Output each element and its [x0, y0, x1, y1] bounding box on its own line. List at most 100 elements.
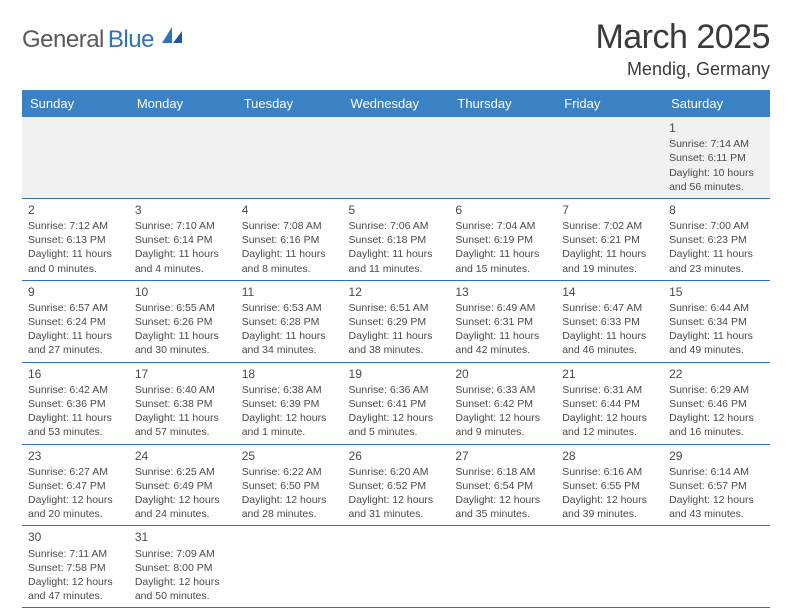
- day-number: 12: [349, 284, 444, 300]
- sunrise-text: Sunrise: 7:00 AM: [669, 219, 764, 233]
- logo: GeneralBlue: [22, 26, 184, 54]
- calendar-day-cell: 21Sunrise: 6:31 AMSunset: 6:44 PMDayligh…: [556, 362, 663, 444]
- calendar-day-cell: 17Sunrise: 6:40 AMSunset: 6:38 PMDayligh…: [129, 362, 236, 444]
- day-number: 4: [242, 202, 337, 218]
- daylight-text: Daylight: 11 hours and 42 minutes.: [455, 329, 550, 357]
- sunrise-text: Sunrise: 6:38 AM: [242, 383, 337, 397]
- logo-text-general: General: [22, 26, 104, 54]
- day-number: 16: [28, 366, 123, 382]
- sunset-text: Sunset: 6:52 PM: [349, 479, 444, 493]
- calendar-week-row: 23Sunrise: 6:27 AMSunset: 6:47 PMDayligh…: [22, 444, 770, 526]
- calendar-day-cell: 9Sunrise: 6:57 AMSunset: 6:24 PMDaylight…: [22, 280, 129, 362]
- daylight-text: Daylight: 12 hours and 20 minutes.: [28, 493, 123, 521]
- calendar-day-cell: [449, 526, 556, 608]
- daylight-text: Daylight: 12 hours and 31 minutes.: [349, 493, 444, 521]
- calendar-day-cell: [556, 526, 663, 608]
- calendar-table: Sunday Monday Tuesday Wednesday Thursday…: [22, 90, 770, 608]
- sunset-text: Sunset: 6:13 PM: [28, 233, 123, 247]
- day-number: 21: [562, 366, 657, 382]
- sunset-text: Sunset: 6:19 PM: [455, 233, 550, 247]
- daylight-text: Daylight: 11 hours and 8 minutes.: [242, 247, 337, 275]
- calendar-day-cell: 22Sunrise: 6:29 AMSunset: 6:46 PMDayligh…: [663, 362, 770, 444]
- weekday-header-row: Sunday Monday Tuesday Wednesday Thursday…: [22, 90, 770, 117]
- calendar-day-cell: 26Sunrise: 6:20 AMSunset: 6:52 PMDayligh…: [343, 444, 450, 526]
- sunrise-text: Sunrise: 7:11 AM: [28, 547, 123, 561]
- day-number: 24: [135, 448, 230, 464]
- sunset-text: Sunset: 6:55 PM: [562, 479, 657, 493]
- daylight-text: Daylight: 12 hours and 24 minutes.: [135, 493, 230, 521]
- calendar-day-cell: 14Sunrise: 6:47 AMSunset: 6:33 PMDayligh…: [556, 280, 663, 362]
- calendar-day-cell: 3Sunrise: 7:10 AMSunset: 6:14 PMDaylight…: [129, 198, 236, 280]
- day-number: 20: [455, 366, 550, 382]
- daylight-text: Daylight: 11 hours and 57 minutes.: [135, 411, 230, 439]
- sunrise-text: Sunrise: 6:40 AM: [135, 383, 230, 397]
- day-number: 26: [349, 448, 444, 464]
- weekday-header: Tuesday: [236, 90, 343, 117]
- daylight-text: Daylight: 11 hours and 53 minutes.: [28, 411, 123, 439]
- day-number: 14: [562, 284, 657, 300]
- sunrise-text: Sunrise: 7:10 AM: [135, 219, 230, 233]
- sunset-text: Sunset: 6:11 PM: [669, 151, 764, 165]
- day-number: 31: [135, 529, 230, 545]
- calendar-day-cell: 28Sunrise: 6:16 AMSunset: 6:55 PMDayligh…: [556, 444, 663, 526]
- sunset-text: Sunset: 6:50 PM: [242, 479, 337, 493]
- sunset-text: Sunset: 6:41 PM: [349, 397, 444, 411]
- day-number: 10: [135, 284, 230, 300]
- sunset-text: Sunset: 6:44 PM: [562, 397, 657, 411]
- weekday-header: Thursday: [449, 90, 556, 117]
- day-number: 28: [562, 448, 657, 464]
- day-number: 6: [455, 202, 550, 218]
- day-number: 25: [242, 448, 337, 464]
- daylight-text: Daylight: 11 hours and 0 minutes.: [28, 247, 123, 275]
- daylight-text: Daylight: 11 hours and 11 minutes.: [349, 247, 444, 275]
- calendar-day-cell: [343, 117, 450, 198]
- calendar-day-cell: 10Sunrise: 6:55 AMSunset: 6:26 PMDayligh…: [129, 280, 236, 362]
- day-number: 1: [669, 120, 764, 136]
- calendar-day-cell: 19Sunrise: 6:36 AMSunset: 6:41 PMDayligh…: [343, 362, 450, 444]
- calendar-week-row: 16Sunrise: 6:42 AMSunset: 6:36 PMDayligh…: [22, 362, 770, 444]
- sunrise-text: Sunrise: 6:20 AM: [349, 465, 444, 479]
- daylight-text: Daylight: 11 hours and 30 minutes.: [135, 329, 230, 357]
- sunrise-text: Sunrise: 7:06 AM: [349, 219, 444, 233]
- logo-sail-icon: [160, 25, 184, 45]
- sunset-text: Sunset: 6:24 PM: [28, 315, 123, 329]
- location: Mendig, Germany: [595, 59, 770, 80]
- calendar-week-row: 9Sunrise: 6:57 AMSunset: 6:24 PMDaylight…: [22, 280, 770, 362]
- calendar-day-cell: [556, 117, 663, 198]
- calendar-page: GeneralBlue March 2025 Mendig, Germany S…: [0, 0, 792, 612]
- calendar-week-row: 1Sunrise: 7:14 AMSunset: 6:11 PMDaylight…: [22, 117, 770, 198]
- calendar-day-cell: [22, 117, 129, 198]
- calendar-day-cell: 18Sunrise: 6:38 AMSunset: 6:39 PMDayligh…: [236, 362, 343, 444]
- day-number: 17: [135, 366, 230, 382]
- sunset-text: Sunset: 8:00 PM: [135, 561, 230, 575]
- calendar-day-cell: 31Sunrise: 7:09 AMSunset: 8:00 PMDayligh…: [129, 526, 236, 608]
- daylight-text: Daylight: 12 hours and 1 minute.: [242, 411, 337, 439]
- day-number: 29: [669, 448, 764, 464]
- calendar-day-cell: 8Sunrise: 7:00 AMSunset: 6:23 PMDaylight…: [663, 198, 770, 280]
- calendar-day-cell: [129, 117, 236, 198]
- calendar-day-cell: 1Sunrise: 7:14 AMSunset: 6:11 PMDaylight…: [663, 117, 770, 198]
- sunset-text: Sunset: 6:42 PM: [455, 397, 550, 411]
- day-number: 9: [28, 284, 123, 300]
- sunrise-text: Sunrise: 6:42 AM: [28, 383, 123, 397]
- sunset-text: Sunset: 6:47 PM: [28, 479, 123, 493]
- sunset-text: Sunset: 6:31 PM: [455, 315, 550, 329]
- sunrise-text: Sunrise: 6:53 AM: [242, 301, 337, 315]
- daylight-text: Daylight: 12 hours and 39 minutes.: [562, 493, 657, 521]
- day-number: 18: [242, 366, 337, 382]
- header: GeneralBlue March 2025 Mendig, Germany: [22, 18, 770, 80]
- sunset-text: Sunset: 6:36 PM: [28, 397, 123, 411]
- sunrise-text: Sunrise: 6:44 AM: [669, 301, 764, 315]
- sunset-text: Sunset: 7:58 PM: [28, 561, 123, 575]
- calendar-day-cell: 30Sunrise: 7:11 AMSunset: 7:58 PMDayligh…: [22, 526, 129, 608]
- calendar-day-cell: 13Sunrise: 6:49 AMSunset: 6:31 PMDayligh…: [449, 280, 556, 362]
- logo-text-blue: Blue: [108, 26, 154, 54]
- day-number: 27: [455, 448, 550, 464]
- day-number: 19: [349, 366, 444, 382]
- sunset-text: Sunset: 6:16 PM: [242, 233, 337, 247]
- calendar-day-cell: 29Sunrise: 6:14 AMSunset: 6:57 PMDayligh…: [663, 444, 770, 526]
- day-number: 30: [28, 529, 123, 545]
- sunrise-text: Sunrise: 6:18 AM: [455, 465, 550, 479]
- sunrise-text: Sunrise: 7:02 AM: [562, 219, 657, 233]
- calendar-body: 1Sunrise: 7:14 AMSunset: 6:11 PMDaylight…: [22, 117, 770, 608]
